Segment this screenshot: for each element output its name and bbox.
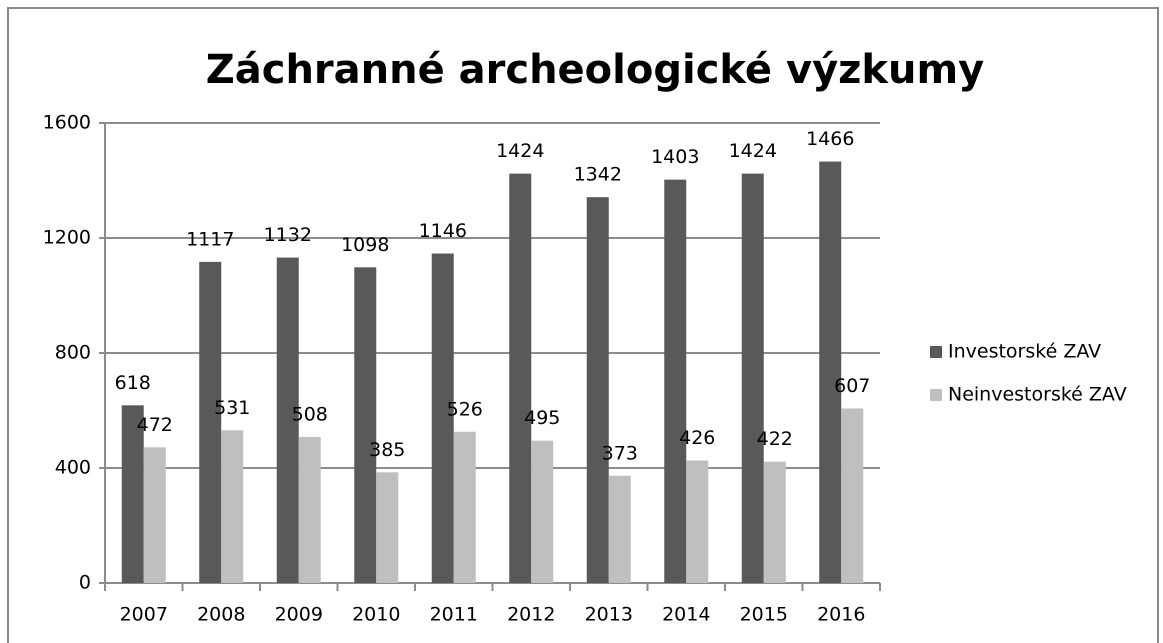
data-label: 385 — [369, 439, 405, 461]
bar — [509, 173, 532, 583]
data-label: 472 — [137, 414, 173, 436]
bar — [276, 257, 299, 583]
bar — [686, 460, 709, 583]
y-tick-label: 0 — [79, 572, 91, 594]
chart-title: Záchranné archeologické výzkumy — [206, 47, 985, 93]
x-tick-label: 2008 — [197, 604, 245, 626]
legend-label: Neinvestorské ZAV — [948, 384, 1127, 406]
x-tick-label: 2014 — [662, 604, 710, 626]
bar — [819, 161, 842, 583]
bar — [608, 475, 631, 583]
data-label: 1424 — [496, 140, 544, 162]
x-tick-label: 2009 — [275, 604, 323, 626]
data-label: 1132 — [264, 224, 312, 246]
bar — [121, 405, 144, 583]
legend-swatch — [930, 389, 942, 401]
bar — [741, 173, 764, 583]
bar — [143, 447, 166, 583]
data-label: 1403 — [651, 146, 699, 168]
bar — [664, 179, 687, 583]
bar — [841, 408, 864, 583]
bar — [199, 261, 222, 583]
bar — [531, 440, 554, 583]
data-label: 1098 — [341, 234, 389, 256]
x-tick-label: 2013 — [585, 604, 633, 626]
data-label: 607 — [834, 375, 870, 397]
x-tick-label: 2012 — [507, 604, 555, 626]
data-label: 373 — [602, 442, 638, 464]
data-label: 531 — [214, 397, 250, 419]
bar — [453, 431, 476, 583]
bar — [763, 461, 786, 583]
legend-swatch — [930, 346, 942, 358]
legend-label: Investorské ZAV — [948, 341, 1101, 363]
x-tick-label: 2015 — [740, 604, 788, 626]
x-tick-label: 2011 — [430, 604, 478, 626]
data-label: 495 — [524, 407, 560, 429]
x-tick-label: 2007 — [120, 604, 168, 626]
data-label: 1466 — [806, 128, 854, 150]
data-label: 422 — [757, 428, 793, 450]
bar — [298, 436, 321, 583]
bar — [431, 253, 454, 583]
data-label: 508 — [292, 403, 328, 425]
y-tick-label: 1600 — [43, 112, 91, 134]
data-label: 1146 — [419, 220, 467, 242]
bar — [376, 472, 399, 583]
data-label: 618 — [115, 372, 151, 394]
data-label: 1342 — [574, 164, 622, 186]
data-label: 1424 — [729, 140, 777, 162]
chart-border — [7, 7, 1159, 643]
bar — [354, 267, 377, 583]
x-tick-label: 2016 — [817, 604, 865, 626]
data-label: 426 — [679, 427, 715, 449]
data-label: 526 — [447, 398, 483, 420]
x-tick-label: 2010 — [352, 604, 400, 626]
bar — [586, 197, 609, 584]
y-tick-label: 400 — [55, 457, 91, 479]
y-tick-label: 800 — [55, 342, 91, 364]
data-label: 1117 — [186, 228, 234, 250]
y-tick-label: 1200 — [43, 227, 91, 249]
bar — [221, 430, 244, 583]
